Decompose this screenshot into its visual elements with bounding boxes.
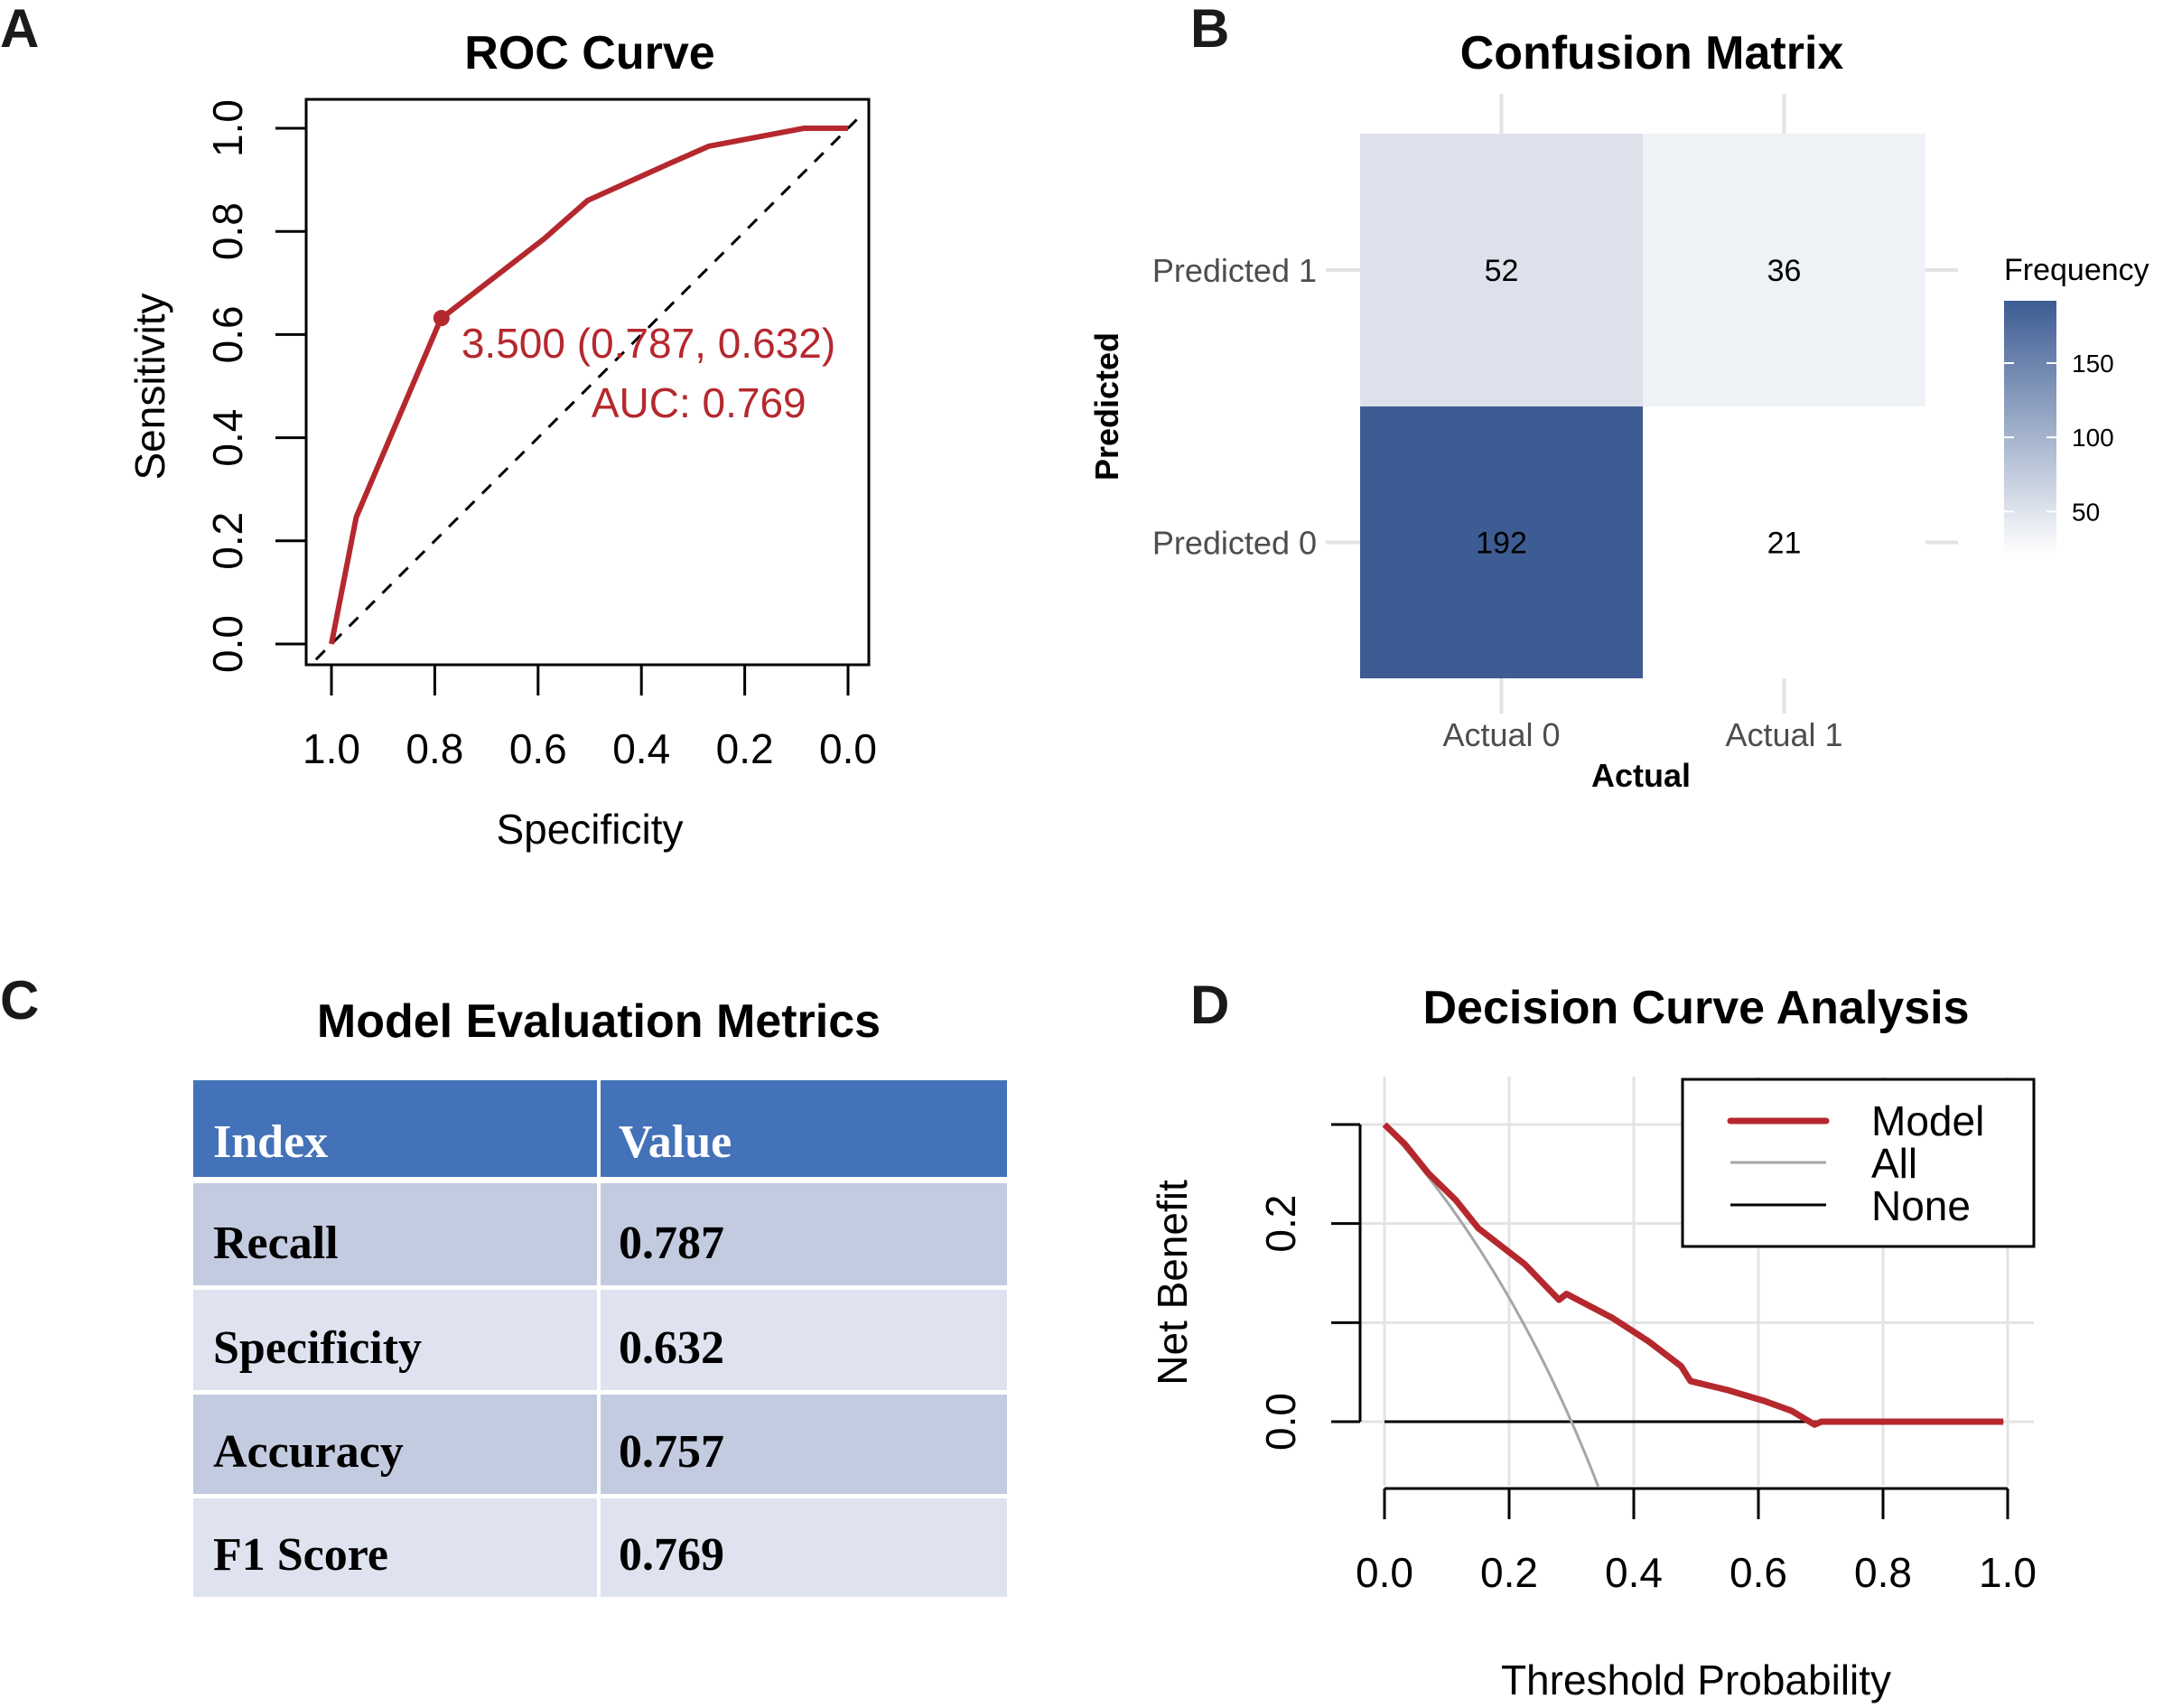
legend-tick-label: 150 — [2072, 350, 2114, 378]
panel-letter-d: D — [1190, 975, 1229, 1035]
roc-reference-line — [314, 111, 865, 661]
roc-plot-frame — [304, 98, 871, 667]
dca-x-tick-label: 1.0 — [1979, 1549, 2037, 1596]
confusion-title: Confusion Matrix — [1460, 27, 1844, 79]
legend-tick-label: 50 — [2072, 498, 2100, 526]
table-cell — [193, 1498, 597, 1597]
table-metric-value: 0.757 — [619, 1426, 724, 1478]
dca-model-line — [1382, 1122, 2004, 1428]
roc-title: ROC Curve — [464, 27, 714, 79]
dca-all-line — [1383, 1124, 1600, 1488]
roc-x-axis-title: Specificity — [496, 806, 683, 853]
table-metric-name: Accuracy — [213, 1426, 404, 1478]
dca-x-tick-label: 0.2 — [1480, 1549, 1538, 1596]
dca-legend: Model All None — [1681, 1078, 2036, 1248]
frequency-legend-title: Frequency — [2004, 253, 2149, 287]
confusion-cell — [1360, 406, 1643, 678]
legend-model-label: Model — [1871, 1097, 1984, 1144]
confusion-cell-value: 36 — [1767, 254, 1802, 288]
roc-x-tick-label: 0.0 — [819, 725, 877, 772]
table-cell — [601, 1395, 1007, 1494]
roc-curve-line — [329, 126, 848, 645]
roc-y-tick-label: 0.0 — [204, 615, 251, 673]
table-cell — [193, 1290, 597, 1390]
confusion-cell — [1643, 406, 1925, 678]
roc-x-tick-label: 0.2 — [716, 725, 774, 772]
table-cell — [601, 1183, 1007, 1285]
dca-y-tick-label: 0.0 — [1257, 1393, 1304, 1451]
confusion-y-axis-title: Predicted — [1088, 332, 1125, 481]
roc-chart: ROC Curve 1.0 0.8 0.6 0.4 0.2 0.0 0.0 0.2 0.4 0.… — [126, 27, 877, 853]
dca-y-tick-label: 0.2 — [1257, 1195, 1304, 1253]
table-header-cell — [601, 1080, 1007, 1177]
dca-x-tick-label: 0.0 — [1356, 1549, 1413, 1596]
table-cell — [601, 1498, 1007, 1597]
confusion-x-axis-title: Actual — [1591, 757, 1691, 794]
confusion-row-label: Predicted 0 — [1152, 525, 1317, 562]
roc-y-tick-label: 0.6 — [204, 305, 251, 363]
dca-x-tick-label: 0.8 — [1854, 1549, 1912, 1596]
panel-letter-c: C — [0, 970, 39, 1031]
confusion-col-label: Actual 1 — [1725, 716, 1842, 753]
confusion-col-label: Actual 0 — [1442, 716, 1560, 753]
confusion-cell-value: 21 — [1767, 527, 1802, 561]
confusion-cell — [1643, 134, 1925, 406]
confusion-matrix-chart: Confusion Matrix 52 36 192 21 Predicted 1 Pr… — [1088, 27, 2149, 794]
table-cell — [193, 1183, 597, 1285]
roc-y-tick-label: 0.2 — [204, 512, 251, 570]
table-metric-name: F1 Score — [213, 1529, 388, 1581]
roc-best-threshold-label: 3.500 (0.787, 0.632) — [462, 320, 835, 367]
table-metric-name: Recall — [213, 1218, 339, 1269]
confusion-cell-value: 52 — [1485, 254, 1519, 288]
dca-y-axis-title: Net Benefit — [1149, 1180, 1196, 1386]
confusion-row-label: Predicted 1 — [1152, 252, 1317, 289]
table-header-cell — [193, 1080, 597, 1177]
metrics-table: Model Evaluation Metrics Index Value Recal… — [193, 995, 1007, 1597]
roc-y-tick-label: 1.0 — [204, 99, 251, 157]
roc-y-axis-title: Sensitivity — [126, 293, 173, 480]
panel-letter-b: B — [1190, 0, 1229, 59]
roc-best-threshold-point — [433, 310, 450, 327]
confusion-cell — [1360, 134, 1643, 406]
roc-x-tick-label: 1.0 — [303, 725, 360, 772]
roc-y-tick-label: 0.4 — [204, 409, 251, 467]
table-metric-value: 0.632 — [619, 1322, 724, 1374]
dca-x-tick-label: 0.4 — [1605, 1549, 1663, 1596]
table-metric-name: Specificity — [213, 1322, 422, 1374]
dca-x-axis-title: Threshold Probability — [1501, 1657, 1891, 1703]
dca-title: Decision Curve Analysis — [1423, 982, 1970, 1034]
legend-all-label: All — [1871, 1140, 1917, 1187]
dca-chart: Decision Curve Analysis 0.0 0.2 0.0 0.2 0.4 0… — [1149, 982, 2037, 1703]
roc-x-tick-label: 0.8 — [406, 725, 463, 772]
table-metric-value: 0.787 — [619, 1218, 724, 1269]
table-cell — [601, 1290, 1007, 1390]
legend-tick-label: 100 — [2072, 424, 2114, 452]
table-header-label: Value — [619, 1116, 732, 1168]
dca-x-tick-label: 0.6 — [1729, 1549, 1787, 1596]
panel-letter-a: A — [0, 0, 39, 59]
table-cell — [193, 1395, 597, 1494]
confusion-cell-value: 192 — [1476, 527, 1527, 561]
table-metric-value: 0.769 — [619, 1529, 724, 1581]
roc-auc-label: AUC: 0.769 — [592, 379, 806, 426]
legend-none-label: None — [1871, 1182, 1971, 1229]
table-header-label: Index — [213, 1116, 328, 1168]
roc-y-tick-label: 0.8 — [204, 202, 251, 260]
metrics-title: Model Evaluation Metrics — [317, 995, 881, 1048]
frequency-legend-colorbar — [2004, 301, 2056, 555]
roc-x-tick-label: 0.4 — [612, 725, 670, 772]
roc-x-tick-label: 0.6 — [509, 725, 567, 772]
